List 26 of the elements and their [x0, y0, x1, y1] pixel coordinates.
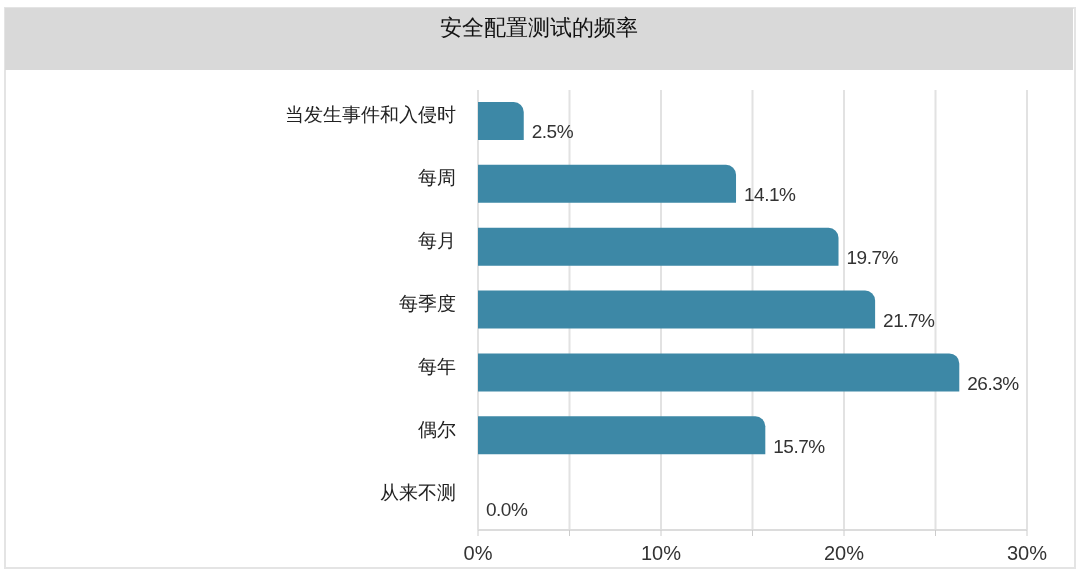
- x-tick-label: 0%: [463, 542, 493, 564]
- bar: [478, 102, 524, 140]
- chart-title: 安全配置测试的频率: [440, 15, 638, 40]
- x-tick-label: 30%: [1006, 542, 1048, 564]
- x-tick-label: 10%: [640, 542, 682, 564]
- bar: [478, 227, 839, 266]
- title-band: 安全配置测试的频率: [5, 8, 1073, 70]
- y-tick-label: 每月: [418, 229, 456, 252]
- data-label: 14.1%: [744, 184, 797, 206]
- y-tick-label: 偶尔: [418, 417, 456, 440]
- data-label: 0.0%: [486, 498, 528, 520]
- y-tick-label: 当发生事件和入侵时: [285, 103, 456, 126]
- data-label: 26.3%: [967, 372, 1020, 394]
- y-tick-label: 每年: [418, 354, 456, 377]
- data-label: 19.7%: [846, 247, 899, 269]
- y-tick-label: 从来不测: [380, 480, 456, 503]
- data-label: 2.5%: [531, 121, 574, 143]
- data-label: 21.7%: [883, 310, 936, 331]
- bar: [478, 353, 960, 392]
- bar: [478, 416, 766, 455]
- data-label: 15.7%: [773, 435, 826, 457]
- bar: [478, 164, 737, 203]
- x-tick-label: 20%: [823, 542, 865, 564]
- y-tick-label: 每季度: [399, 292, 456, 314]
- y-tick-label: 每周: [418, 166, 456, 189]
- bar: [478, 290, 876, 329]
